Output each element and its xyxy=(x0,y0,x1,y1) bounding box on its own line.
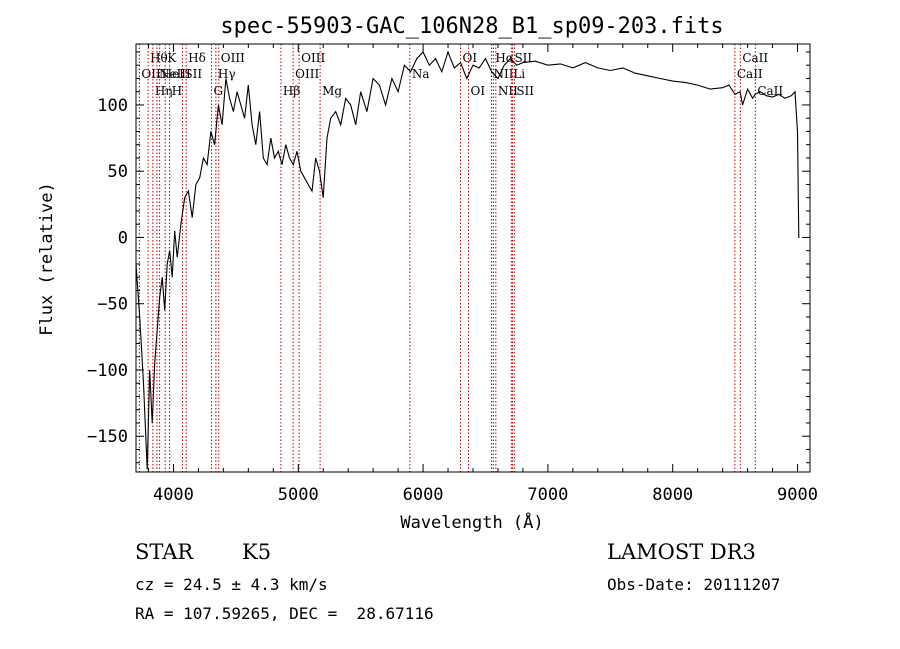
redshift-velocity: cz = 24.5 ± 4.3 km/s xyxy=(135,575,328,594)
line-marker-label-14: OIII xyxy=(301,51,325,65)
coordinates: RA = 107.59265, DEC = 28.67116 xyxy=(135,604,434,623)
x-axis-label: Wavelength (Å) xyxy=(400,511,543,533)
line-marker-label-10: Hγ xyxy=(218,67,236,81)
line-marker-label-12: Hβ xyxy=(283,84,300,98)
y-axis-label: Flux (relative) xyxy=(37,182,57,336)
y-tick-label: 0 xyxy=(118,228,128,248)
line-marker-label-4: HeI xyxy=(162,67,185,81)
line-marker-label-3: NeIII xyxy=(159,67,191,81)
emission-line-markers: OIIHθHηNeIIIHeIKHSIIHδGHγOIIIHβOIIIOIIIM… xyxy=(138,44,783,472)
line-marker-label-1: Hθ xyxy=(150,51,168,65)
survey-name: LAMOST DR3 xyxy=(607,540,756,564)
y-tick-label: −150 xyxy=(87,427,128,447)
spectrum-series-line xyxy=(135,50,800,470)
line-marker-label-0: OII xyxy=(141,67,161,81)
line-marker-label-5: K xyxy=(167,51,177,65)
object-class: STAR xyxy=(135,540,194,564)
line-marker-label-15: Mg xyxy=(322,84,342,98)
line-marker-label-17: OI xyxy=(463,51,478,65)
line-marker-label-7: SII xyxy=(184,67,202,81)
chart-title: spec-55903-GAC_106N28_B1_sp09-203.fits xyxy=(220,14,723,39)
y-tick-label: 100 xyxy=(97,96,128,116)
line-marker-label-8: Hδ xyxy=(188,51,206,65)
object-subclass: K5 xyxy=(242,540,272,564)
line-marker-label-11: OIII xyxy=(221,51,245,65)
line-marker-label-16: Na xyxy=(412,67,430,81)
x-tick-label: 5000 xyxy=(278,485,319,505)
line-marker-label-27: CaII xyxy=(757,84,783,98)
line-marker-label-13: OIII xyxy=(295,67,319,81)
observation-date: Obs-Date: 20111207 xyxy=(607,575,781,594)
y-tick-label: 50 xyxy=(108,162,128,182)
line-marker-label-19: NII xyxy=(493,67,513,81)
y-tick-label: −100 xyxy=(87,361,128,381)
x-tick-label: 8000 xyxy=(652,485,693,505)
axis-ticks: 4000 5000 6000 7000 8000 9000 −150 −100 −50 0 50 10… xyxy=(87,44,818,505)
y-tick-label: −50 xyxy=(97,295,128,315)
x-tick-label: 6000 xyxy=(403,485,444,505)
line-marker-label-18: OI xyxy=(471,84,486,98)
x-tick-label: 7000 xyxy=(527,485,568,505)
line-marker-label-24: SII xyxy=(516,84,534,98)
line-marker-label-20: Hα xyxy=(495,51,514,65)
line-marker-label-22: Li xyxy=(513,67,525,81)
line-marker-label-21: NII xyxy=(498,84,518,98)
line-marker-label-25: CaII xyxy=(737,67,763,81)
line-marker-label-6: H xyxy=(172,84,182,98)
x-tick-label: 4000 xyxy=(153,485,194,505)
plot-frame xyxy=(135,43,811,473)
x-tick-label: 9000 xyxy=(777,485,818,505)
